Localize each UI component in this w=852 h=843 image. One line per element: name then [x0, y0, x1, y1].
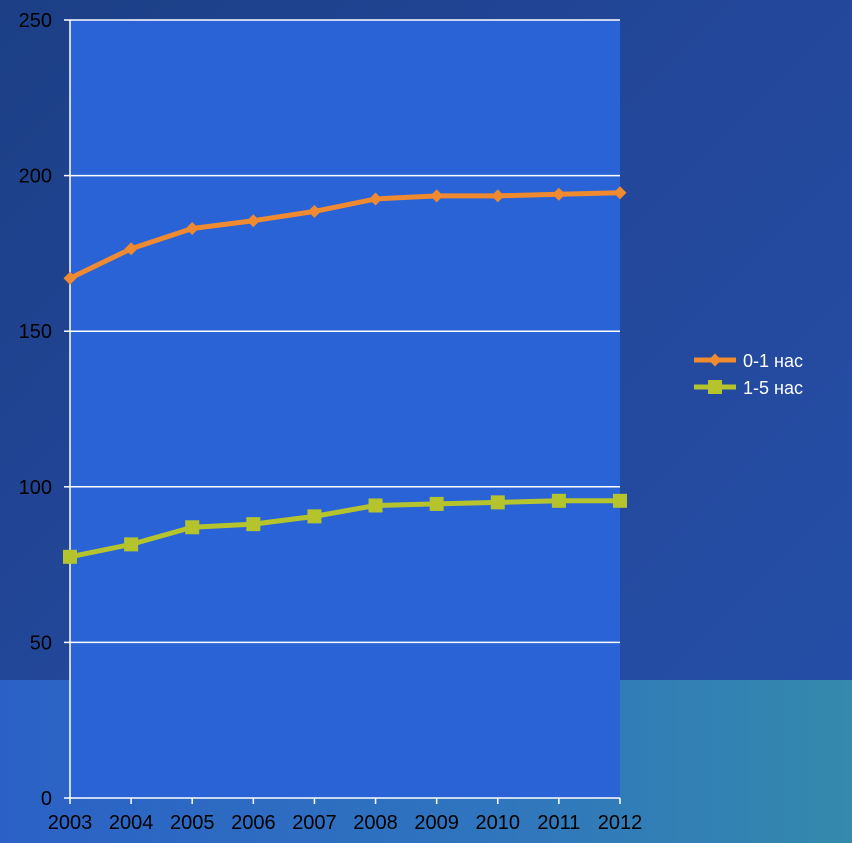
y-tick-label: 150 — [19, 321, 52, 343]
x-tick-label: 2007 — [292, 812, 337, 834]
x-tick-label: 2008 — [353, 812, 398, 834]
data-point-series-1 — [613, 186, 627, 200]
y-tick-label: 250 — [19, 10, 52, 32]
y-tick-label: 50 — [30, 632, 52, 654]
data-point-series-1 — [63, 271, 77, 285]
y-tick-label: 100 — [19, 477, 52, 499]
data-point-series-2 — [490, 495, 505, 510]
legend-marker-2 — [708, 380, 722, 394]
legend-label-2: 1-5 нас — [743, 378, 803, 398]
data-point-series-2 — [368, 498, 383, 513]
data-point-series-2 — [429, 496, 444, 511]
x-tick-label: 2010 — [476, 812, 521, 834]
series-line-2 — [69, 498, 620, 560]
y-tick-label: 0 — [41, 788, 52, 810]
series-line-1 — [68, 190, 621, 281]
x-tick-label: 2011 — [537, 812, 580, 834]
data-point-series-1 — [491, 189, 505, 203]
data-point-series-1 — [246, 214, 260, 228]
data-point-series-2 — [551, 493, 566, 508]
data-point-series-2 — [185, 520, 200, 535]
data-point-series-1 — [185, 222, 199, 236]
y-tick-label: 200 — [19, 166, 52, 188]
data-point-series-1 — [307, 204, 321, 218]
data-point-series-2 — [307, 509, 322, 524]
data-point-series-2 — [613, 493, 627, 508]
x-tick-label: 2009 — [414, 812, 459, 834]
x-tick-label: 2005 — [170, 812, 215, 834]
data-point-series-1 — [369, 192, 383, 206]
data-point-series-1 — [552, 187, 566, 201]
x-tick-label: 2006 — [231, 812, 276, 834]
data-point-series-2 — [63, 549, 77, 564]
legend-label-1: 0-1 нас — [743, 351, 803, 371]
data-point-series-1 — [124, 242, 138, 256]
legend-marker-1 — [708, 353, 722, 367]
x-tick-label: 2012 — [598, 812, 643, 834]
x-tick-label: 2004 — [109, 812, 154, 834]
data-point-series-1 — [430, 189, 444, 203]
data-point-series-2 — [124, 537, 139, 552]
plot-area — [70, 20, 620, 798]
data-point-series-2 — [246, 517, 261, 532]
x-tick-label: 2003 — [48, 812, 93, 834]
